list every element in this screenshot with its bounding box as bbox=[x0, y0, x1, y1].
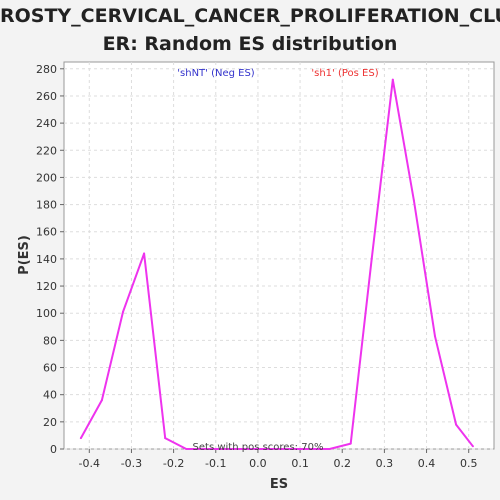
x-tick-label: -0.3 bbox=[121, 457, 142, 470]
y-tick-label: 0 bbox=[50, 443, 57, 456]
y-tick-label: 180 bbox=[36, 199, 57, 212]
data-point bbox=[248, 448, 251, 450]
data-point bbox=[328, 448, 331, 450]
x-tick-label: 0.4 bbox=[418, 457, 436, 470]
y-tick-label: 140 bbox=[36, 253, 57, 266]
chart-title-line-1: ROSTY_CERVICAL_CANCER_PROLIFERATION_CLUS… bbox=[0, 5, 500, 27]
pos-es-label: 'sh1' (Pos ES) bbox=[311, 68, 378, 79]
data-point bbox=[269, 448, 272, 450]
y-tick-label: 40 bbox=[43, 389, 57, 402]
data-point bbox=[100, 399, 103, 402]
axes: -0.4 -0.3 -0.2 -0.1 0.0 0.1 0.2 0.3 0.4 0.5 0 20 40 6… bbox=[36, 63, 477, 470]
grid-lines bbox=[64, 62, 494, 450]
plot-area bbox=[63, 61, 495, 450]
y-tick-label: 240 bbox=[36, 117, 57, 130]
data-point bbox=[185, 448, 188, 450]
data-point bbox=[455, 423, 458, 426]
data-point bbox=[391, 78, 394, 81]
data-point bbox=[471, 445, 474, 448]
data-point bbox=[290, 448, 293, 450]
data-point bbox=[122, 310, 125, 313]
data-point bbox=[79, 437, 82, 440]
data-point bbox=[412, 199, 415, 202]
data-point bbox=[433, 335, 436, 338]
x-tick-label: 0.0 bbox=[249, 457, 267, 470]
x-tick-label: -0.2 bbox=[163, 457, 184, 470]
data-point bbox=[227, 448, 230, 450]
x-tick-label: 0.2 bbox=[333, 457, 351, 470]
y-tick-label: 60 bbox=[43, 362, 57, 375]
x-tick-label: -0.4 bbox=[79, 457, 100, 470]
series-line bbox=[80, 78, 474, 450]
x-tick-label: -0.1 bbox=[205, 457, 226, 470]
data-point bbox=[206, 448, 209, 450]
chart-title: ROSTY_CERVICAL_CANCER_PROLIFERATION_CLUS… bbox=[0, 2, 500, 58]
data-point bbox=[164, 437, 167, 440]
y-tick-label: 280 bbox=[36, 63, 57, 76]
neg-es-label: 'shNT' (Neg ES) bbox=[177, 68, 255, 79]
y-tick-label: 100 bbox=[36, 307, 57, 320]
x-tick-label: 0.5 bbox=[460, 457, 478, 470]
pos-scores-footer: Sets with pos scores: 70% bbox=[193, 442, 324, 453]
y-tick-label: 20 bbox=[43, 416, 57, 429]
y-tick-label: 160 bbox=[36, 226, 57, 239]
y-tick-label: 220 bbox=[36, 144, 57, 157]
y-tick-label: 200 bbox=[36, 171, 57, 184]
data-point bbox=[307, 448, 310, 450]
series-layer bbox=[79, 78, 474, 450]
chart-title-line-2: ER: Random ES distribution bbox=[102, 33, 398, 55]
x-tick-label: 0.3 bbox=[376, 457, 394, 470]
y-axis-label: P(ES) bbox=[17, 235, 32, 275]
data-point bbox=[143, 252, 146, 255]
y-tick-label: 260 bbox=[36, 90, 57, 103]
data-point bbox=[370, 257, 373, 260]
data-point bbox=[349, 442, 352, 445]
x-tick-label: 0.1 bbox=[291, 457, 309, 470]
x-axis-label: ES bbox=[270, 477, 288, 492]
y-tick-label: 120 bbox=[36, 280, 57, 293]
y-tick-label: 80 bbox=[43, 334, 57, 347]
